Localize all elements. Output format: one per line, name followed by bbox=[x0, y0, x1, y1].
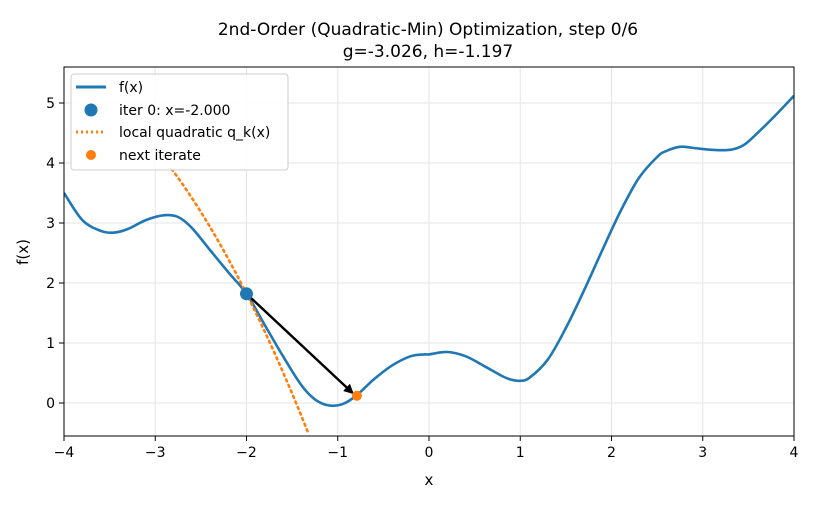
y-tick-label: 2 bbox=[46, 276, 55, 292]
y-tick-label: 0 bbox=[46, 396, 55, 412]
plot-area bbox=[64, 94, 794, 436]
legend-function-label: f(x) bbox=[119, 80, 143, 96]
chart-title-line1: 2nd-Order (Quadratic-Min) Optimization, … bbox=[218, 20, 638, 40]
legend-quadratic-label: local quadratic q_k(x) bbox=[119, 125, 270, 141]
x-tick-label: 3 bbox=[698, 445, 707, 461]
x-tick-label: −3 bbox=[145, 445, 166, 461]
x-axis-label: x bbox=[425, 471, 434, 489]
x-tick-label: 2 bbox=[607, 445, 616, 461]
legend-next-swatch bbox=[86, 150, 96, 160]
y-axis-label: f(x) bbox=[14, 239, 32, 265]
y-tick-label: 1 bbox=[46, 336, 55, 352]
next-iterate-point bbox=[351, 390, 362, 401]
y-tick-label: 4 bbox=[46, 156, 55, 172]
legend-box bbox=[70, 73, 289, 171]
x-tick-label: 1 bbox=[516, 445, 525, 461]
y-tick-label: 5 bbox=[46, 96, 55, 112]
x-tick-label: −2 bbox=[236, 445, 257, 461]
quadratic-model-curve bbox=[170, 167, 310, 436]
x-tick-label: −1 bbox=[327, 445, 348, 461]
current-iterate-point bbox=[240, 287, 253, 301]
x-tick-label: −4 bbox=[54, 445, 75, 461]
y-tick-label: 3 bbox=[46, 216, 55, 232]
x-tick-label: 4 bbox=[790, 445, 799, 461]
grid bbox=[63, 67, 795, 436]
legend: f(x) iter 0: x=-2.000 local quadratic q_… bbox=[70, 73, 289, 171]
step-arrow bbox=[245, 292, 354, 395]
axis-ticks: −4 −3 −2 −1 0 1 2 3 4 0 1 2 3 4 5 bbox=[46, 96, 798, 461]
function-curve bbox=[64, 94, 794, 408]
legend-iter-label: iter 0: x=-2.000 bbox=[119, 103, 230, 119]
legend-next-label: next iterate bbox=[119, 148, 201, 164]
chart-title-line2: g=-3.026, h=-1.197 bbox=[343, 42, 513, 62]
legend-iter-swatch bbox=[84, 103, 98, 117]
x-tick-label: 0 bbox=[425, 445, 434, 461]
